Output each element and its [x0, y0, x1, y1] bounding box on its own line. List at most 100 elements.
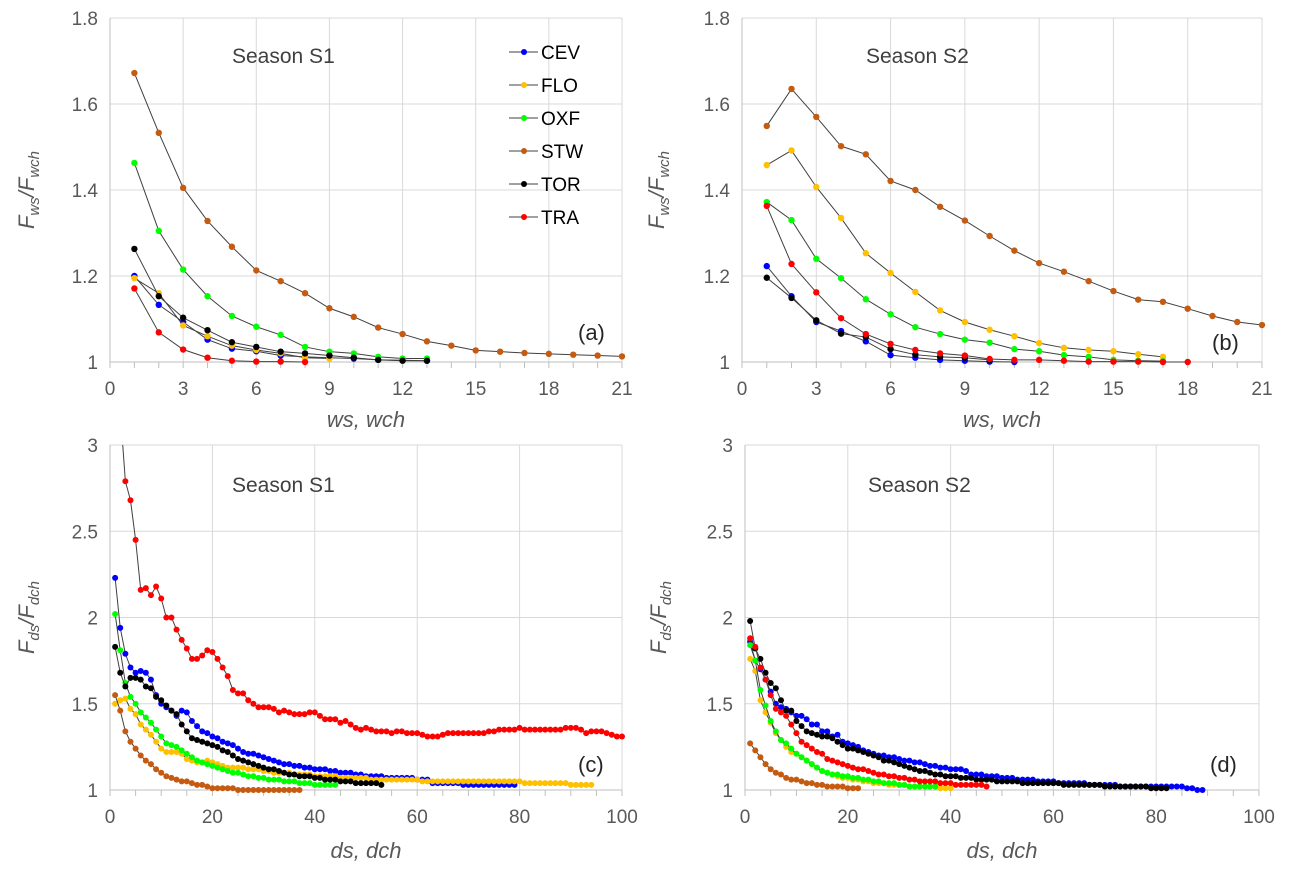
data-point-flo	[547, 780, 554, 787]
data-point-tor	[1112, 783, 1119, 790]
data-point-tra	[475, 730, 482, 737]
data-point-flo	[444, 778, 451, 785]
data-point-oxf	[132, 700, 139, 707]
data-point-oxf	[837, 274, 845, 282]
data-point-flo	[450, 778, 457, 785]
data-point-tra	[608, 731, 615, 738]
y-tick-label: 1	[719, 353, 730, 374]
data-point-tor	[117, 669, 124, 676]
data-point-tor	[844, 745, 851, 752]
data-point-stw	[448, 342, 455, 349]
data-point-cev	[137, 667, 144, 674]
data-point-tor	[291, 771, 298, 778]
data-point-cev	[260, 754, 267, 761]
data-point-tor	[875, 754, 882, 761]
data-point-tra	[301, 711, 308, 718]
data-point-tra	[896, 774, 903, 781]
data-point-stw	[862, 151, 870, 158]
series-group	[112, 445, 625, 793]
data-point-stw	[961, 217, 969, 224]
data-point-cev	[316, 766, 323, 773]
data-point-flo	[414, 776, 421, 783]
data-point-tor	[342, 778, 349, 785]
data-point-oxf	[219, 766, 226, 773]
data-point-oxf	[327, 781, 334, 788]
data-point-tor	[178, 721, 185, 728]
data-point-tra	[327, 716, 334, 723]
data-point-stw	[350, 313, 358, 321]
data-point-tra	[968, 781, 975, 788]
data-point-tor	[322, 776, 329, 783]
data-point-oxf	[179, 266, 187, 273]
data-point-tra	[357, 726, 364, 733]
y-tick-label: 1.5	[72, 695, 98, 716]
data-point-oxf	[188, 754, 195, 761]
data-point-oxf	[301, 780, 308, 787]
y-tick-label: 1	[87, 781, 98, 802]
data-point-tra	[901, 774, 908, 781]
data-point-tor	[983, 776, 990, 783]
data-point-tor	[240, 757, 247, 764]
y-tick-label: 1.4	[72, 181, 99, 202]
data-point-cev	[224, 740, 231, 747]
legend: CEV FLO OXF STW TOR TRA	[509, 43, 583, 229]
data-point-tra	[373, 728, 380, 735]
data-point-tor	[378, 781, 385, 788]
data-point-tra	[961, 352, 969, 359]
data-point-tor	[1137, 783, 1144, 790]
data-point-flo	[1085, 346, 1092, 354]
data-point-oxf	[112, 611, 119, 618]
data-point-tor	[327, 776, 334, 783]
data-point-tra	[127, 497, 134, 504]
x-tick-label: 0	[740, 807, 751, 828]
data-point-cev	[255, 752, 262, 759]
data-point-tra	[572, 724, 579, 731]
data-point-stw	[127, 738, 134, 745]
data-point-stw	[813, 113, 820, 121]
data-point-tra	[311, 709, 318, 716]
data-point-cev	[916, 759, 923, 766]
data-point-tra	[219, 664, 226, 671]
data-point-tra	[834, 759, 841, 766]
data-point-tor	[224, 749, 231, 756]
x-tick-label: 0	[105, 379, 116, 400]
data-point-tra	[963, 781, 970, 788]
data-point-tra	[253, 358, 260, 365]
data-point-tra	[752, 643, 759, 650]
data-point-tor	[1101, 783, 1108, 790]
data-point-flo	[153, 738, 160, 745]
data-point-tra	[132, 536, 139, 543]
legend-item-tra: TRA	[509, 208, 579, 229]
x-tick-label: 80	[1146, 807, 1167, 828]
data-point-tor	[988, 776, 995, 783]
data-point-stw	[296, 787, 303, 793]
data-point-flo	[552, 780, 559, 787]
data-point-tor	[906, 764, 913, 771]
x-axis-title: ws, wch	[327, 407, 405, 432]
data-point-stw	[788, 85, 795, 93]
data-point-oxf	[1035, 348, 1043, 355]
data-point-tra	[916, 778, 923, 785]
data-point-tor	[891, 759, 898, 766]
data-point-flo	[235, 764, 241, 771]
data-point-tor	[860, 749, 867, 756]
data-point-cev	[332, 768, 339, 775]
data-point-tra	[277, 358, 284, 365]
data-point-oxf	[229, 769, 236, 776]
data-point-stw	[849, 785, 856, 792]
data-point-tor	[332, 776, 339, 783]
x-tick-label: 6	[885, 379, 896, 400]
data-point-stw	[275, 787, 282, 793]
data-point-stw	[253, 267, 260, 274]
data-point-tor	[1081, 781, 1088, 788]
data-point-tra	[762, 676, 769, 683]
data-point-flo	[378, 776, 385, 783]
data-point-flo	[137, 721, 144, 728]
x-tick-label: 80	[509, 807, 530, 828]
data-point-oxf	[163, 740, 170, 747]
data-point-tra	[772, 705, 779, 712]
data-point-tor	[957, 774, 964, 781]
data-point-oxf	[862, 296, 870, 303]
data-point-tor	[142, 683, 149, 690]
data-point-tra	[813, 749, 820, 756]
